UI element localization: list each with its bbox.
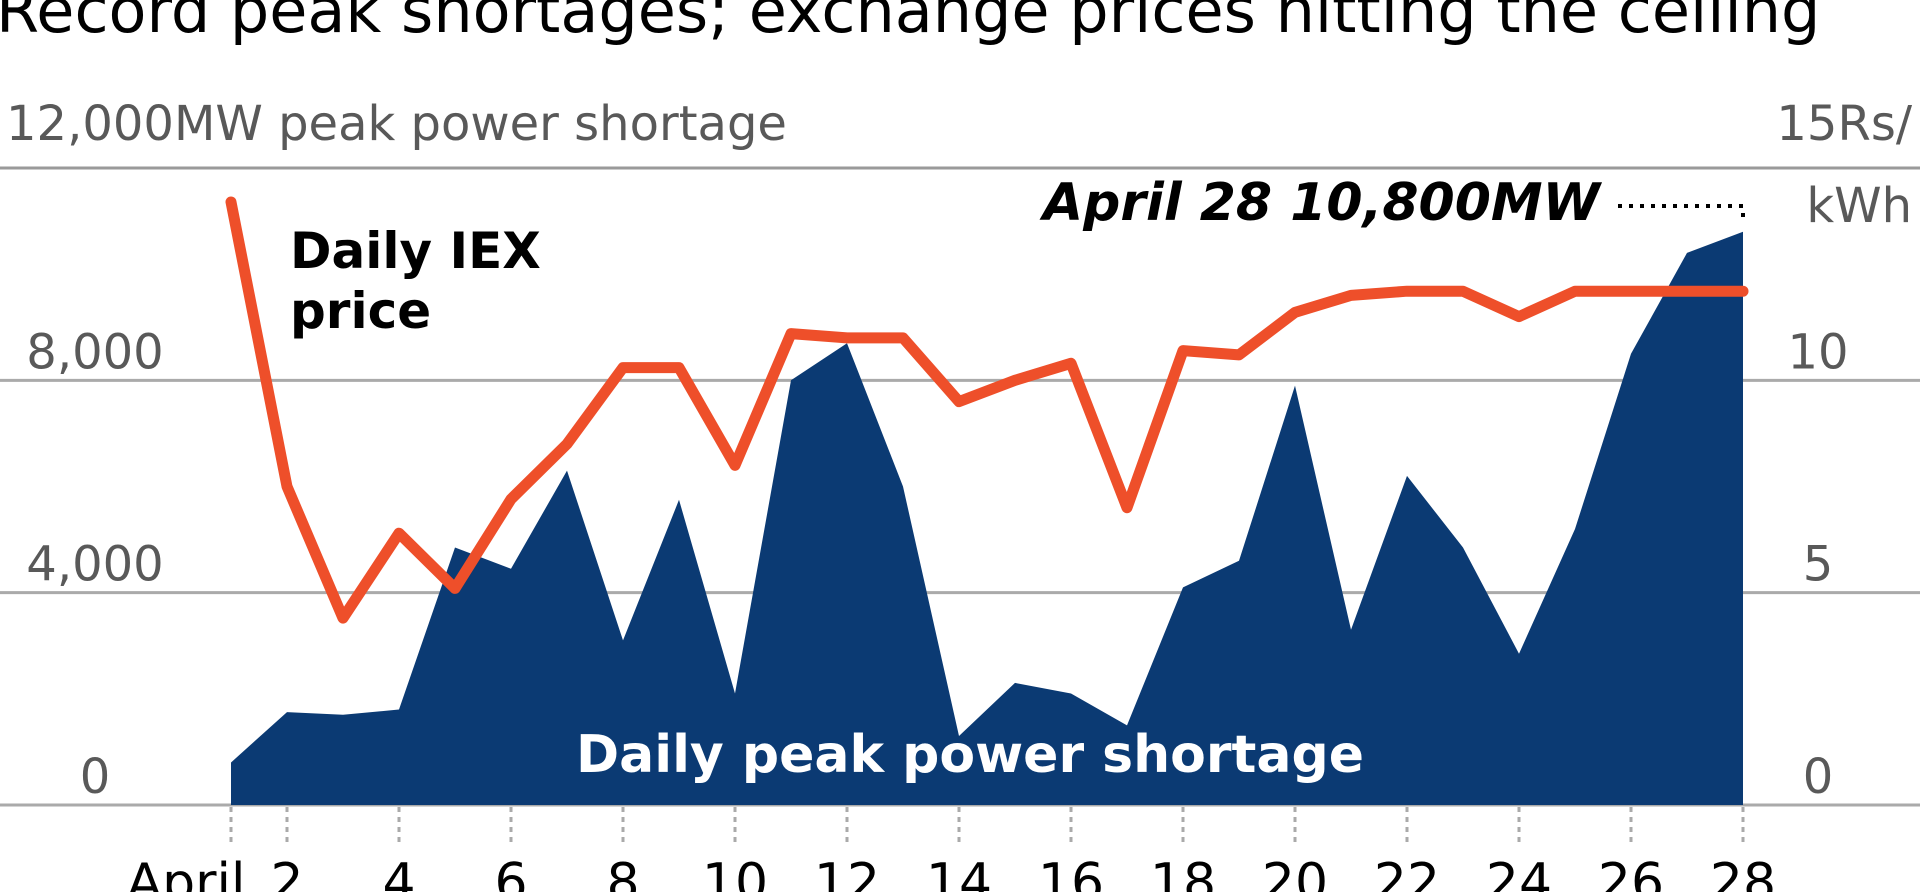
- shortage-area: [231, 231, 1743, 805]
- x-tick-label: April: [127, 853, 246, 892]
- x-tick-label: 24: [1486, 853, 1552, 892]
- x-tick-labels: April 2 4 6 8 10 12 14 16 18 20 22 24 26 28: [127, 853, 1777, 892]
- x-tick-label: 12: [814, 853, 880, 892]
- x-tick-label: 18: [1150, 853, 1216, 892]
- x-tick-label: 4: [382, 853, 415, 892]
- price-series-label-line2: price: [290, 282, 431, 340]
- shortage-series-label: Daily peak power shortage: [576, 725, 1364, 785]
- x-tick-label: 28: [1710, 853, 1776, 892]
- right-tick-label: 5: [1803, 537, 1834, 593]
- left-tick-label: 4,000: [26, 537, 163, 593]
- price-line: [225, 196, 1749, 624]
- x-tick-label: 16: [1038, 853, 1104, 892]
- x-tick-label: 14: [926, 853, 992, 892]
- right-tick-label: 10: [1787, 324, 1848, 380]
- chart-title: Record peak shortages; exchange prices h…: [0, 0, 1820, 47]
- x-tick-marks: [229, 807, 1745, 843]
- price-series-label-line1: Daily IEX: [290, 222, 541, 280]
- right-tick-labels: 0 5 10: [1787, 324, 1848, 805]
- peak-annotation: April 28 10,800MW: [1039, 173, 1603, 233]
- x-tick-label: 6: [494, 853, 527, 892]
- x-tick-label: 10: [702, 853, 768, 892]
- left-axis-label: 12,000MW peak power shortage: [6, 96, 787, 152]
- right-axis-label-line1: 15Rs/: [1776, 96, 1912, 152]
- left-tick-label: 8,000: [26, 324, 163, 380]
- x-tick-label: 22: [1374, 853, 1440, 892]
- right-axis-label-line2: kWh: [1806, 178, 1912, 234]
- right-tick-label: 0: [1803, 749, 1834, 805]
- x-tick-label: 2: [270, 853, 303, 892]
- left-tick-label: 0: [80, 749, 111, 805]
- left-tick-labels: 0 4,000 8,000: [26, 324, 163, 805]
- x-tick-label: 26: [1598, 853, 1664, 892]
- peak-annotation-leader: [1618, 204, 1745, 224]
- x-tick-label: 20: [1262, 853, 1328, 892]
- x-tick-label: 8: [606, 853, 639, 892]
